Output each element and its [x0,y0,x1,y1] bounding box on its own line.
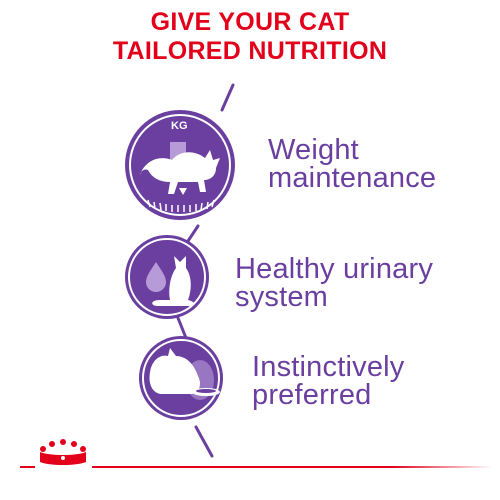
benefit-2-line-2: system [235,281,329,313]
benefit-2-line-1: Healthy urinary [235,253,434,285]
headline-line-1: GIVE YOUR CAT [150,8,350,36]
kg-label: KG [171,120,188,132]
benefit-1-line-2: maintenance [268,162,437,194]
benefit-3-line-2: preferred [252,379,372,411]
weight-scale-cat-icon: KG [125,110,235,220]
cat-eating-bowl-icon [139,336,223,420]
headline-line-2: TAILORED NUTRITION [112,37,388,65]
benefit-1-line-1: Weight [268,134,359,166]
benefit-3-line-1: Instinctively [252,351,405,383]
benefit-healthy-urinary-system: Healthy urinary system [235,253,434,313]
headline: GIVE YOUR CAT TAILORED NUTRITION [0,8,500,66]
benefit-instinctively-preferred: Instinctively preferred [252,351,405,411]
royal-canin-crown-logo [40,439,86,465]
urinary-drop-cat-icon [125,235,209,319]
benefit-weight-maintenance: Weight maintenance [268,134,437,194]
footer-brand-line [20,466,492,468]
